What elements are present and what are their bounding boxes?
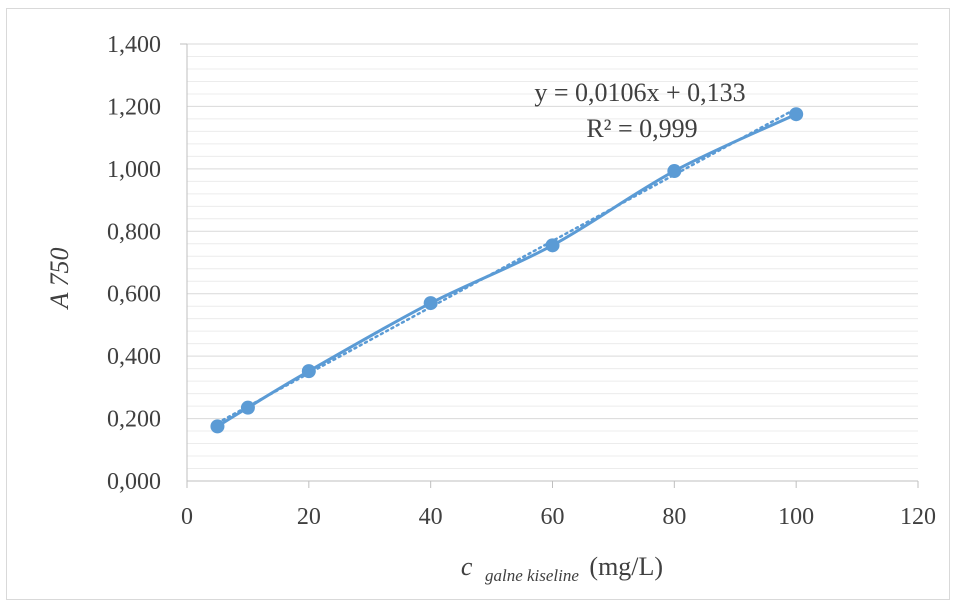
y-axis-label: A 750: [45, 248, 74, 311]
y-tick-label: 0,400: [107, 344, 161, 370]
x-axis-label-subscript: galne kiseline: [485, 566, 579, 585]
x-tick-label: 80: [662, 504, 686, 530]
y-tick-label: 1,200: [107, 94, 161, 120]
data-point: [423, 296, 438, 311]
data-series: [210, 107, 804, 434]
x-axis-label-main: c: [461, 552, 473, 581]
y-tick-label: 0,000: [107, 469, 161, 495]
tick-labels: 0,000 0,200 0,400 0,600 0,800 1,000 1,200 1,400…: [107, 32, 936, 530]
data-point: [210, 419, 225, 434]
x-axis-label-unit: (mg/L): [589, 552, 663, 581]
data-point: [667, 164, 682, 179]
axes: [180, 43, 919, 488]
series-line: [216, 112, 797, 428]
y-tick-label: 0,800: [107, 219, 161, 245]
y-tick-label: 0,200: [107, 407, 161, 433]
data-point: [545, 238, 560, 253]
x-tick-label: 20: [297, 504, 321, 530]
x-axis-label: c galne kiseline (mg/L): [461, 552, 663, 587]
x-tick-label: 100: [778, 504, 814, 530]
x-tick-label: 120: [900, 504, 936, 530]
grid-lines: [187, 43, 918, 470]
data-point: [301, 364, 316, 379]
trendline-r2: R² = 0,999: [586, 114, 697, 143]
x-tick-label: 60: [541, 504, 565, 530]
y-tick-label: 0,600: [107, 282, 161, 308]
trendline-equation: y = 0,0106x + 0,133: [534, 78, 745, 107]
data-point: [789, 107, 804, 122]
y-tick-label: 1,400: [107, 32, 161, 58]
data-point: [240, 400, 255, 415]
x-tick-label: 0: [181, 504, 193, 530]
x-tick-label: 40: [419, 504, 443, 530]
y-tick-label: 1,000: [107, 157, 161, 183]
